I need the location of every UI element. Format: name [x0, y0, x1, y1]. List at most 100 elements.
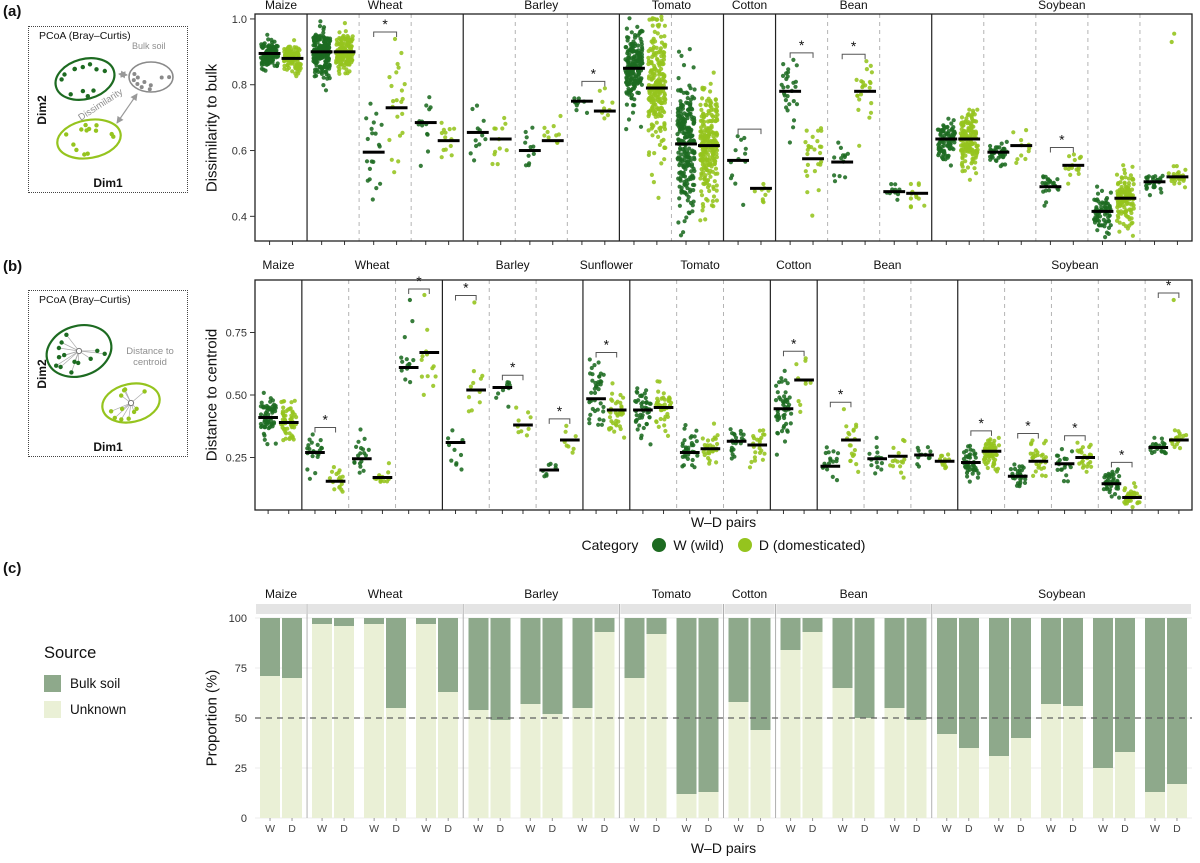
- svg-text:D: D: [340, 823, 348, 835]
- svg-text:*: *: [1072, 420, 1078, 436]
- svg-text:D: D: [965, 823, 973, 835]
- svg-text:Soybean: Soybean: [1038, 587, 1085, 601]
- panel-b-tag: (b): [3, 258, 23, 275]
- facet-separators: [301, 280, 1146, 510]
- distance-annotation-line1: Distance to: [126, 346, 174, 357]
- svg-text:W: W: [265, 823, 275, 835]
- svg-text:D: D: [496, 823, 504, 835]
- svg-text:W: W: [577, 823, 587, 835]
- svg-text:100: 100: [229, 613, 247, 625]
- distance-annotation-line2: centroid: [133, 356, 167, 368]
- svg-text:*: *: [591, 65, 597, 81]
- legend-item-bulk-soil: Bulk soil: [44, 675, 126, 692]
- panel-b-y-axis-title: Distance to centroid: [203, 328, 221, 462]
- svg-text:D: D: [601, 823, 609, 835]
- wild-dot-icon: [652, 538, 667, 552]
- panel-c-tag: (c): [3, 560, 22, 577]
- svg-text:Tomato: Tomato: [652, 587, 692, 601]
- pcoa-inset-a: PCoA (Bray–Curtis) Bulk soil Dissimilari…: [28, 26, 188, 193]
- facet-separators: [306, 14, 1141, 241]
- svg-text:*: *: [1119, 446, 1125, 462]
- svg-text:W: W: [734, 823, 744, 835]
- panel-c-plot: Maize W D Wheat W D W D W D Barley W D W D W D Tomato W D W D…: [229, 587, 1192, 835]
- source-legend: Source Bulk soil Unknown: [44, 644, 126, 718]
- svg-text:*: *: [382, 16, 388, 32]
- pcoa-centroid-diagram: [45, 324, 161, 424]
- panel-a-tag: (a): [3, 3, 22, 20]
- svg-text:D: D: [549, 823, 557, 835]
- svg-text:D: D: [861, 823, 869, 835]
- svg-text:W: W: [629, 823, 639, 835]
- svg-text:0.25: 0.25: [226, 453, 247, 465]
- panel-c-x-axis-title: W–D pairs: [690, 840, 757, 856]
- svg-text:Barley: Barley: [524, 0, 558, 12]
- svg-text:0.4: 0.4: [232, 211, 247, 223]
- bulk-soil-swatch: [44, 675, 61, 692]
- svg-text:0: 0: [241, 813, 247, 825]
- svg-text:Wheat: Wheat: [355, 258, 390, 272]
- svg-text:Maize: Maize: [265, 587, 297, 601]
- facet-strips: [256, 604, 1191, 614]
- svg-text:Bean: Bean: [840, 587, 868, 601]
- svg-text:*: *: [1059, 131, 1065, 147]
- domesticated-dot-icon: [737, 538, 752, 552]
- svg-text:Maize: Maize: [262, 258, 294, 272]
- svg-text:*: *: [416, 273, 422, 289]
- svg-text:D: D: [392, 823, 400, 835]
- svg-text:Wheat: Wheat: [368, 587, 403, 601]
- source-legend-title: Source: [44, 644, 97, 662]
- pcoa-inset-b: PCoA (Bray–Curtis) Distance to centroid …: [28, 290, 188, 457]
- panel-a-y-axis-title: Dissimilarity to bulk: [203, 63, 221, 193]
- svg-text:D: D: [288, 823, 296, 835]
- axes: Maize Wheat Barley Sunflower Tomato Cotton Bea…: [226, 258, 1193, 514]
- svg-text:W: W: [421, 823, 431, 835]
- svg-text:D: D: [705, 823, 713, 835]
- svg-text:W: W: [473, 823, 483, 835]
- panel-b-plot: * * * * * * * * * * * * * Maize Wheat Barley Sunflower To…: [226, 258, 1193, 514]
- svg-text:D: D: [757, 823, 765, 835]
- panel-b-x-axis-title: W–D pairs: [690, 514, 757, 530]
- svg-text:0.6: 0.6: [232, 146, 247, 158]
- legend-item-unknown: Unknown: [44, 701, 126, 718]
- svg-text:Soybean: Soybean: [1051, 258, 1098, 272]
- legend-item-domesticated: D (domesticated): [737, 537, 865, 553]
- svg-text:Bean: Bean: [873, 258, 901, 272]
- median-bars: [258, 50, 1189, 213]
- svg-text:*: *: [557, 403, 563, 419]
- svg-text:Tomato: Tomato: [680, 258, 720, 272]
- legend-item-wild: W (wild): [652, 537, 724, 553]
- significance-brackets: * * * * * * * * * * * * *: [314, 273, 1180, 468]
- bulk-soil-inset-label: Bulk soil: [132, 41, 166, 51]
- significance-brackets: * * * * *: [373, 16, 1074, 153]
- svg-text:D: D: [1069, 823, 1077, 835]
- svg-text:W: W: [369, 823, 379, 835]
- svg-text:W: W: [838, 823, 848, 835]
- svg-text:W: W: [525, 823, 535, 835]
- svg-text:*: *: [838, 386, 844, 402]
- svg-text:D: D: [1017, 823, 1025, 835]
- svg-text:W: W: [682, 823, 692, 835]
- inset-b-title: PCoA (Bray–Curtis): [39, 294, 131, 306]
- svg-text:Cotton: Cotton: [732, 587, 767, 601]
- svg-text:Maize: Maize: [265, 0, 297, 12]
- svg-text:Tomato: Tomato: [652, 0, 692, 12]
- svg-text:Barley: Barley: [524, 587, 558, 601]
- svg-text:*: *: [791, 335, 797, 351]
- svg-text:1.0: 1.0: [232, 14, 247, 26]
- distance-to-centroid-annotation: Distance to centroid: [117, 346, 183, 369]
- unknown-swatch: [44, 701, 61, 718]
- svg-text:*: *: [978, 415, 984, 431]
- svg-text:Soybean: Soybean: [1038, 0, 1085, 12]
- svg-text:W: W: [942, 823, 952, 835]
- inset-b-dim1-label: Dim1: [93, 440, 123, 454]
- bulk-soil-label: Bulk soil: [70, 676, 121, 691]
- svg-text:*: *: [1166, 277, 1172, 293]
- svg-text:Cotton: Cotton: [776, 258, 811, 272]
- pcoa-dissimilarity-diagram: [54, 57, 174, 160]
- svg-text:50: 50: [235, 713, 247, 725]
- svg-text:D: D: [444, 823, 452, 835]
- inset-a-dim1-label: Dim1: [93, 176, 123, 190]
- panel-c-y-axis-title: Proportion (%): [203, 669, 221, 767]
- svg-text:D: D: [653, 823, 661, 835]
